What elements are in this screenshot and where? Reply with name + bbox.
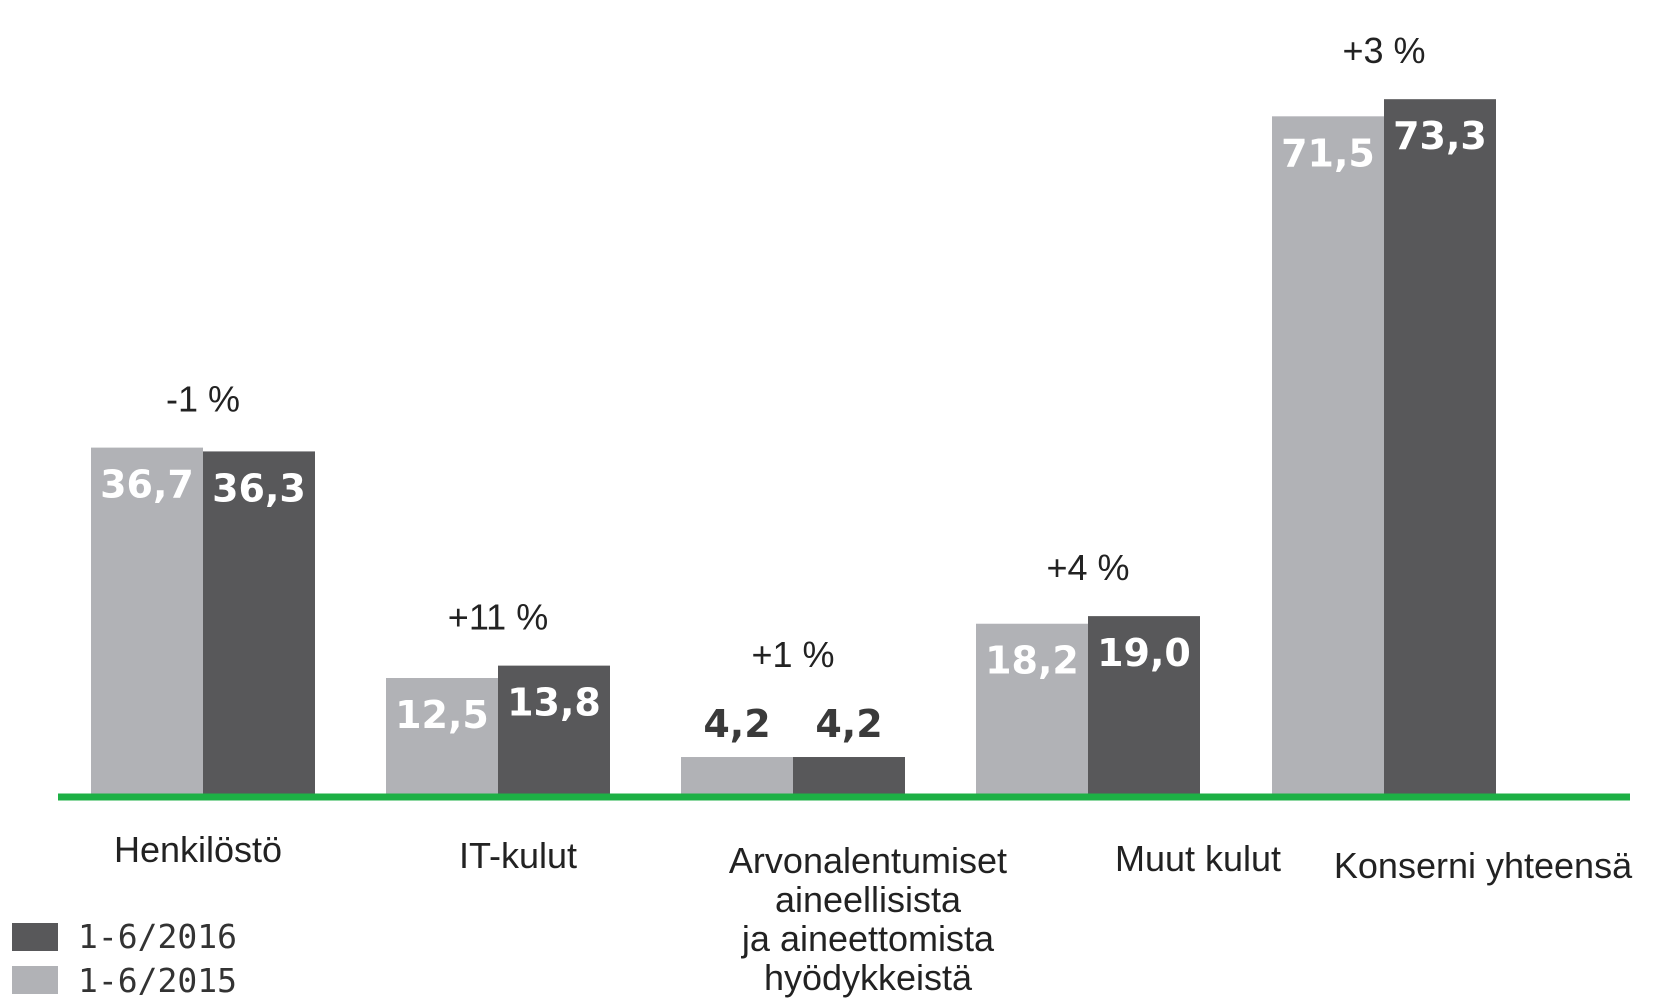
value-label: 36,7	[100, 463, 194, 507]
bar-2015-0	[91, 447, 203, 797]
value-label: 71,5	[1281, 131, 1375, 175]
bar-2015-2	[681, 757, 793, 797]
category-label: Muut kulut	[1115, 838, 1281, 879]
labels-layer: 36,7 36,3 -1 % Henkilöstö 12,5 13,8 +11 % IT-ku…	[100, 30, 1633, 998]
bar-2015-3	[976, 623, 1088, 797]
bars-layer	[91, 99, 1496, 797]
bar-2016-2	[793, 757, 905, 797]
value-label: 13,8	[507, 681, 601, 725]
category-label: Arvonalentumiset aineellisista ja aineetto…	[729, 840, 1007, 998]
legend: 1-6/2016 1-6/2015	[12, 917, 237, 1000]
value-label: 73,3	[1393, 114, 1487, 158]
value-label: 12,5	[395, 693, 489, 737]
category-label: Konserni yhteensä	[1334, 845, 1633, 886]
legend-swatch-2016	[12, 923, 58, 951]
value-label: 4,2	[703, 702, 770, 746]
change-label: -1 %	[166, 379, 240, 420]
value-label: 18,2	[985, 639, 1079, 683]
bar-2016-4	[1384, 99, 1496, 797]
change-label: +3 %	[1342, 30, 1425, 71]
bar-2016-0	[203, 451, 315, 797]
bar-2015-1	[386, 678, 498, 797]
legend-swatch-2015	[12, 966, 58, 994]
category-label: Henkilöstö	[114, 829, 282, 870]
value-label: 36,3	[212, 466, 306, 510]
value-label: 19,0	[1097, 631, 1191, 675]
legend-item: 1-6/2016	[12, 917, 237, 956]
bar-2016-1	[498, 665, 610, 797]
legend-item: 1-6/2015	[12, 961, 237, 1000]
change-label: +1 %	[751, 634, 834, 675]
category-label: IT-kulut	[459, 835, 577, 876]
change-label: +4 %	[1046, 547, 1129, 588]
legend-label-2015: 1-6/2015	[78, 961, 237, 1000]
bar-2016-3	[1088, 616, 1200, 797]
value-label: 4,2	[815, 702, 882, 746]
legend-label-2016: 1-6/2016	[78, 917, 237, 956]
bar-2015-4	[1272, 116, 1384, 797]
change-label: +11 %	[448, 597, 548, 638]
